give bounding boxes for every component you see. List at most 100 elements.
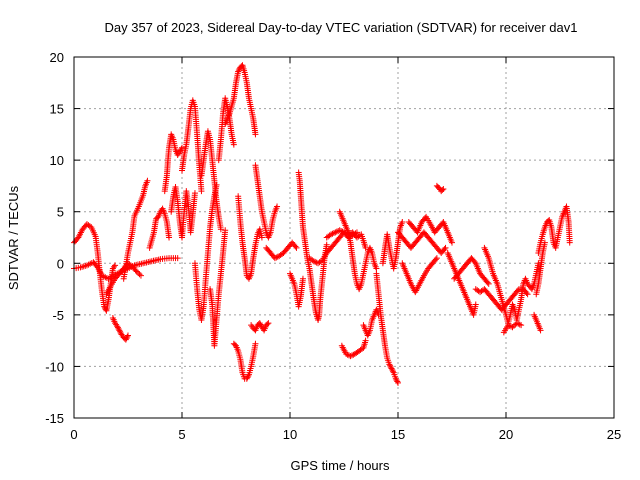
data-point [389,366,396,373]
data-point [117,328,124,335]
data-point [136,271,143,278]
data-point [344,351,351,358]
x-tick-label: 20 [499,427,513,442]
data-point [388,365,395,372]
data-point [442,244,449,251]
data-point [252,340,259,347]
data-point [244,374,251,381]
data-point [265,320,272,327]
data-point [179,144,185,151]
data-point [122,336,129,343]
x-axis-label: GPS time / hours [291,458,390,473]
data-point [541,239,548,246]
data-point [485,280,492,287]
data-point [133,268,140,275]
x-tick-label: 15 [391,427,405,442]
data-point [332,229,339,236]
data-point [441,246,448,253]
data-point [310,258,317,265]
y-tick-label: -10 [45,359,64,374]
data-point [509,324,516,331]
data-point [393,377,400,384]
data-point [387,362,394,369]
data-point [336,227,343,234]
data-point [514,287,521,294]
data-point [518,322,525,329]
data-point [432,256,439,263]
data-point [135,269,142,276]
data-point [293,244,300,251]
data-point [389,368,396,375]
data-point [222,227,229,234]
data-point [292,243,299,250]
data-point [387,364,394,371]
data-point [394,378,401,385]
data-point [174,255,181,262]
data-point [328,231,335,238]
y-tick-label: 10 [50,153,64,168]
data-point [343,351,350,358]
data-point [323,241,330,248]
data-point [123,335,130,342]
data-point [386,361,393,368]
data-point [243,375,250,382]
data-point [439,187,446,194]
data-point [114,324,121,331]
data-point [352,230,359,237]
data-point [516,321,523,328]
data-point [433,255,440,262]
data-point [392,375,399,382]
data-point [217,226,224,233]
data-point [513,320,520,327]
data-point [399,219,406,226]
data-point [484,279,491,286]
data-point [116,327,123,334]
data-point [144,177,151,184]
data-point [395,379,401,386]
data-point [112,262,119,269]
data-point [330,230,337,237]
data-point [257,321,264,328]
y-tick-label: 0 [57,256,64,271]
data-point [317,258,324,265]
data-point [132,267,139,274]
data-point [274,203,281,210]
data-point [508,323,515,330]
data-point [523,289,530,296]
data-point [230,141,237,148]
data-point [166,234,173,241]
data-point [299,275,306,282]
data-point [472,301,479,308]
data-point [566,239,573,246]
data-point [110,263,117,270]
data-point [115,325,122,332]
data-point [338,227,345,234]
data-point [264,321,271,328]
data-point [515,320,522,327]
data-point [252,131,259,138]
y-axis-label: SDTVAR / TECUs [6,185,21,290]
data-point [362,337,369,344]
y-tick-label: 20 [50,50,64,65]
data-point [235,68,242,75]
axis-ticks: 0 5 10 15 20 25 -15 -10 -5 0 5 10 15 20 [45,50,621,442]
grid-lines [74,57,614,418]
x-tick-label: 5 [178,427,185,442]
data-point [505,322,512,329]
data-point [535,260,542,267]
x-tick-label: 0 [70,427,77,442]
data-point [198,188,205,195]
data-point [124,333,131,340]
data-points [71,62,573,386]
data-point [347,353,354,360]
data-point [329,230,336,237]
data-point [510,322,517,329]
data-point [176,148,183,155]
y-tick-label: 15 [50,102,64,117]
y-tick-label: -15 [45,411,64,426]
data-point [235,67,242,74]
data-point [256,320,263,327]
y-tick-label: 5 [57,205,64,220]
y-tick-label: -5 [52,308,64,323]
